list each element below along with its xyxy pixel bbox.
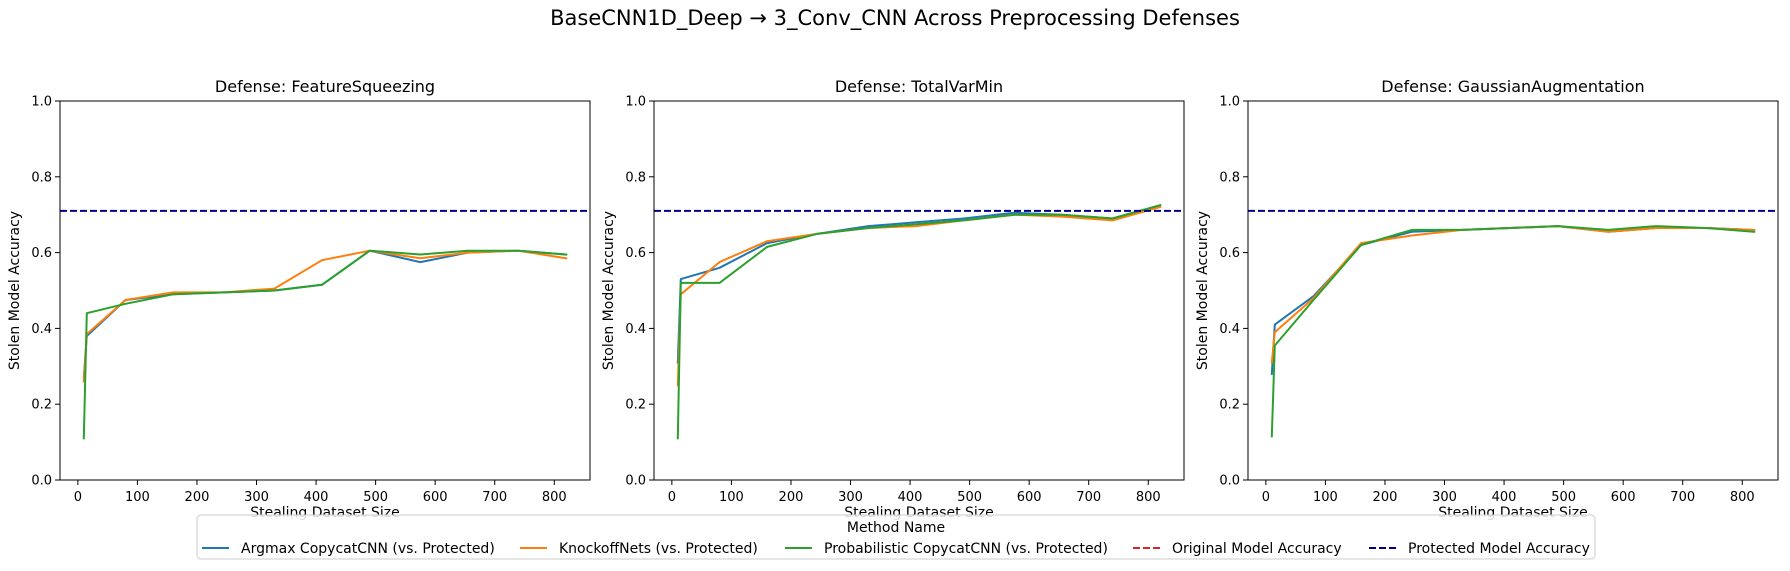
x-tick-label: 800 [542, 490, 567, 505]
x-tick-label: 800 [1730, 490, 1755, 505]
x-tick-label: 300 [838, 490, 863, 505]
legend-entry-protected-model-accuracy: Protected Model Accuracy [1369, 541, 1590, 557]
y-tick-label: 0.6 [1219, 246, 1240, 261]
x-tick-label: 0 [1262, 490, 1270, 505]
figure-suptitle: BaseCNN1D_Deep → 3_Conv_CNN Across Prepr… [550, 6, 1240, 31]
legend-entry-argmax-copycatcnn-vs-protected: Argmax CopycatCNN (vs. Protected) [202, 541, 495, 557]
x-tick-label: 400 [304, 490, 329, 505]
x-tick-label: 300 [1432, 490, 1457, 505]
y-axis-label: Stolen Model Accuracy [7, 211, 23, 370]
y-tick-label: 0.8 [31, 170, 52, 185]
y-tick-label: 0.0 [1219, 474, 1240, 489]
y-tick-label: 0.4 [31, 322, 52, 337]
x-tick-label: 300 [244, 490, 269, 505]
y-tick-label: 0.8 [625, 170, 646, 185]
legend-label: Probabilistic CopycatCNN (vs. Protected) [824, 541, 1108, 557]
y-axis-label: Stolen Model Accuracy [1195, 211, 1211, 370]
y-tick-label: 0.6 [31, 246, 52, 261]
y-tick-label: 1.0 [1219, 95, 1240, 110]
y-tick-label: 0.4 [625, 322, 646, 337]
legend-entry-probabilistic-copycatcnn-vs-protected: Probabilistic CopycatCNN (vs. Protected) [785, 541, 1108, 557]
series-line-knockoffnets-vs-protected [676, 205, 1162, 387]
x-tick-label: 400 [898, 490, 923, 505]
series-line-argmax-copycatcnn-vs-protected [82, 249, 568, 379]
x-tick-label: 0 [668, 490, 676, 505]
legend-label: KnockoffNets (vs. Protected) [559, 541, 758, 557]
series-line-argmax-copycatcnn-vs-protected [676, 203, 1162, 364]
series-line-probabilistic-copycatcnn-vs-protected [82, 249, 568, 440]
y-tick-label: 1.0 [625, 95, 646, 110]
y-axis-label: Stolen Model Accuracy [601, 211, 617, 370]
y-tick-label: 0.6 [625, 246, 646, 261]
y-tick-label: 0.0 [625, 474, 646, 489]
subplot-title: Defense: GaussianAugmentation [1381, 77, 1644, 96]
x-tick-label: 700 [1076, 490, 1101, 505]
y-tick-label: 0.2 [625, 398, 646, 413]
legend-entry-knockoffnets-vs-protected: KnockoffNets (vs. Protected) [520, 541, 758, 557]
y-tick-label: 0.2 [1219, 398, 1240, 413]
x-tick-label: 400 [1492, 490, 1517, 505]
subplot-title: Defense: TotalVarMin [835, 77, 1003, 96]
legend: Method Name Argmax CopycatCNN (vs. Protec… [196, 514, 1596, 560]
x-tick-label: 100 [1313, 490, 1338, 505]
x-tick-label: 200 [1373, 490, 1398, 505]
x-tick-label: 600 [423, 490, 448, 505]
x-tick-label: 500 [1551, 490, 1576, 505]
y-tick-label: 0.2 [31, 398, 52, 413]
series-line-probabilistic-copycatcnn-vs-protected [676, 203, 1162, 440]
legend-label: Original Model Accuracy [1172, 541, 1342, 557]
x-tick-label: 800 [1136, 490, 1161, 505]
x-tick-label: 600 [1017, 490, 1042, 505]
x-tick-label: 100 [125, 490, 150, 505]
x-tick-label: 200 [185, 490, 210, 505]
legend-entry-original-model-accuracy: Original Model Accuracy [1133, 541, 1342, 557]
plot-area [654, 203, 1184, 440]
series-line-knockoffnets-vs-protected [1270, 225, 1756, 364]
plot-area [1248, 209, 1778, 438]
series-line-knockoffnets-vs-protected [82, 249, 568, 383]
x-tick-label: 100 [719, 490, 744, 505]
y-tick-label: 1.0 [31, 95, 52, 110]
subplot-title: Defense: FeatureSqueezing [215, 77, 435, 96]
legend-label: Argmax CopycatCNN (vs. Protected) [241, 541, 495, 557]
legend-label: Protected Model Accuracy [1408, 541, 1590, 557]
x-tick-label: 600 [1611, 490, 1636, 505]
x-tick-label: 700 [1670, 490, 1695, 505]
y-tick-label: 0.4 [1219, 322, 1240, 337]
x-tick-label: 200 [779, 490, 804, 505]
y-tick-label: 0.8 [1219, 170, 1240, 185]
axes-frame [653, 100, 1185, 481]
legend-title: Method Name [847, 520, 945, 536]
x-tick-label: 700 [482, 490, 507, 505]
y-tick-label: 0.0 [31, 474, 52, 489]
series-line-probabilistic-copycatcnn-vs-protected [1270, 225, 1756, 438]
series-line-argmax-copycatcnn-vs-protected [1270, 225, 1756, 375]
axes-frame [59, 100, 591, 481]
x-tick-label: 0 [74, 490, 82, 505]
x-tick-label: 500 [363, 490, 388, 505]
plot-area [60, 209, 590, 440]
axes-frame [1247, 100, 1779, 481]
x-tick-label: 500 [957, 490, 982, 505]
